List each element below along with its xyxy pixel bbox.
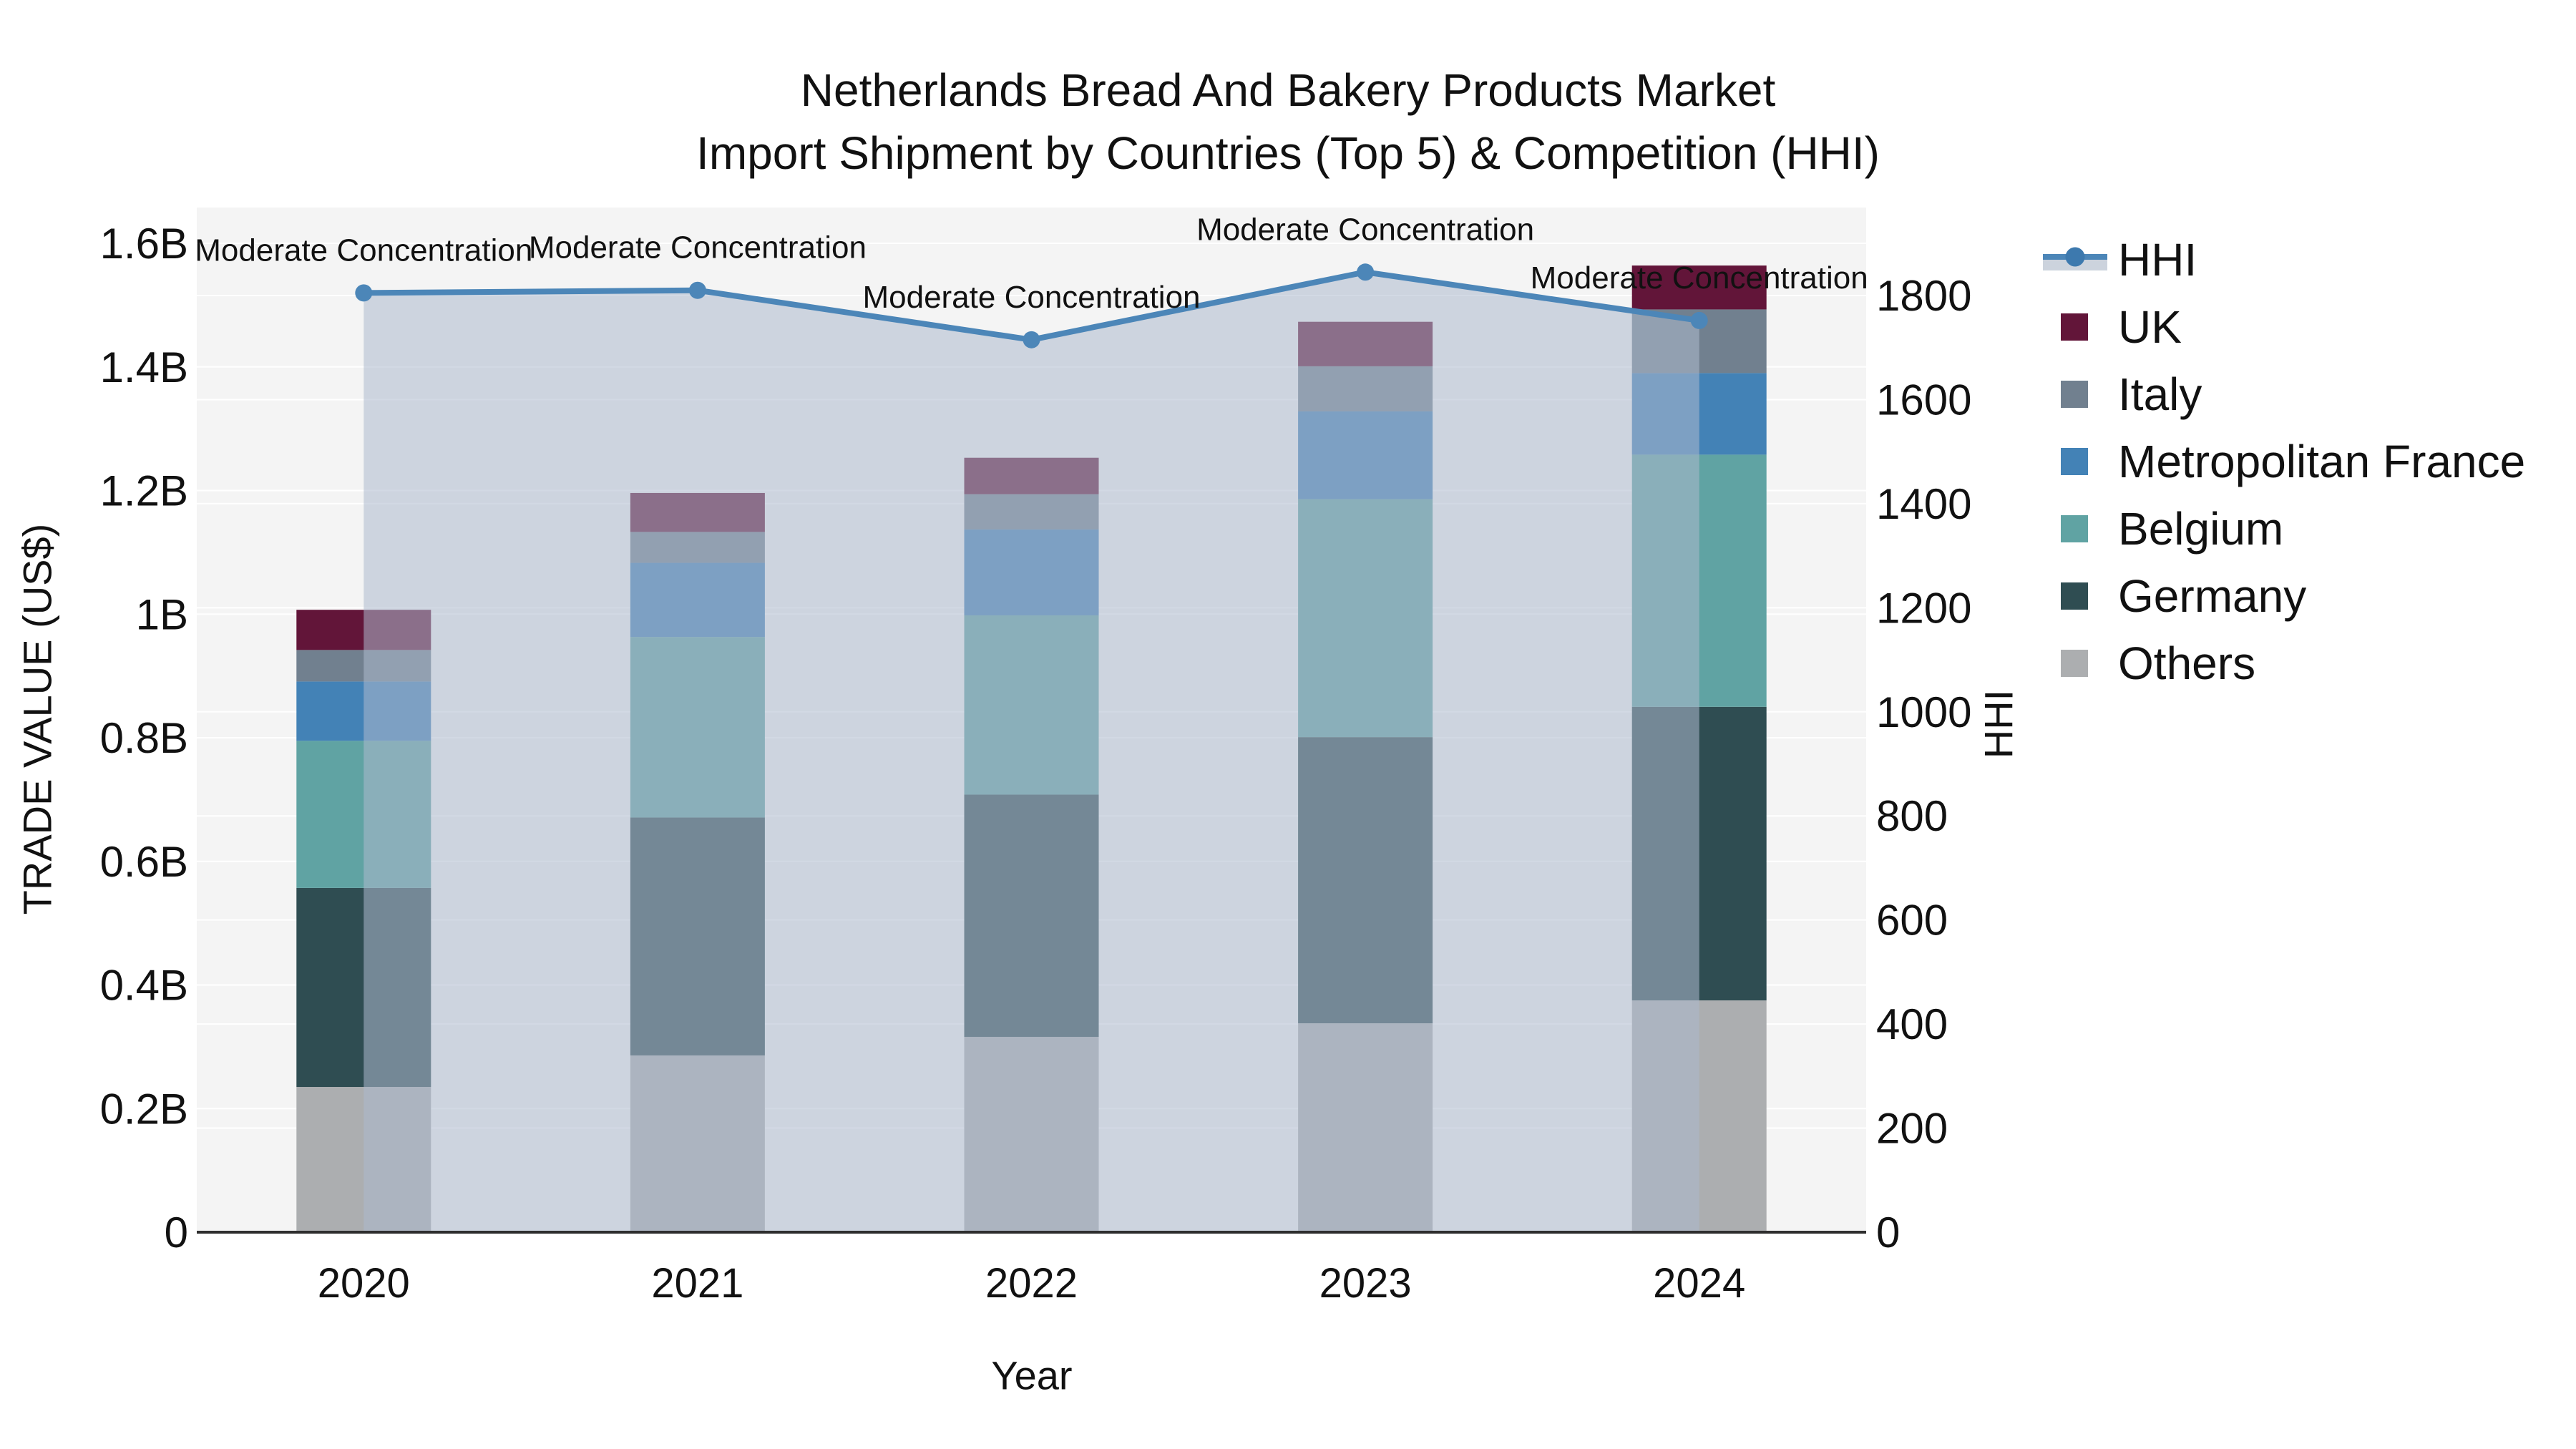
x-tick-2020: 2020 bbox=[318, 1260, 410, 1307]
y-right-tick: 1000 bbox=[1876, 688, 1971, 736]
y-right-tick: 600 bbox=[1876, 897, 1948, 945]
legend-swatch-germany bbox=[2061, 582, 2088, 610]
annotation-2021: Moderate Concentration bbox=[529, 230, 867, 265]
legend-item-metropolitan-france[interactable]: Metropolitan France bbox=[2043, 428, 2525, 495]
annotation-2024: Moderate Concentration bbox=[1531, 260, 1868, 296]
x-tick-2024: 2024 bbox=[1653, 1260, 1745, 1307]
x-tick-2023: 2023 bbox=[1319, 1260, 1412, 1307]
y-axis-title-right: HHI bbox=[1976, 689, 2021, 759]
legend-item-hhi[interactable]: HHI bbox=[2043, 226, 2525, 293]
x-tick-2022: 2022 bbox=[985, 1260, 1078, 1307]
legend-label: Italy bbox=[2118, 369, 2202, 420]
y-right-tick: 800 bbox=[1876, 792, 1948, 840]
legend-label: Germany bbox=[2118, 570, 2307, 622]
legend-label: HHI bbox=[2118, 234, 2197, 286]
y-right-tick: 1200 bbox=[1876, 584, 1971, 632]
legend: HHI UK Italy Metropolitan France Belgium Germ… bbox=[2043, 226, 2525, 697]
legend-label: UK bbox=[2118, 301, 2182, 353]
chart-title-line2: Import Shipment by Countries (Top 5) & C… bbox=[696, 127, 1880, 179]
legend-item-uk[interactable]: UK bbox=[2043, 293, 2525, 361]
y-left-tick: 0.2B bbox=[100, 1085, 188, 1133]
y-axis-title-left: TRADE VALUE (US$) bbox=[14, 523, 60, 915]
y-left-tick: 1B bbox=[136, 590, 188, 638]
annotation-2020: Moderate Concentration bbox=[195, 233, 532, 268]
y-left-tick: 0.8B bbox=[100, 714, 188, 762]
legend-item-others[interactable]: Others bbox=[2043, 630, 2525, 697]
legend-swatch-italy bbox=[2061, 381, 2088, 408]
y-right-tick: 200 bbox=[1876, 1105, 1948, 1153]
legend-swatch-uk bbox=[2061, 313, 2088, 341]
hhi-marker-2024[interactable] bbox=[1690, 311, 1708, 329]
y-left-tick: 1.2B bbox=[100, 467, 188, 515]
y-right-tick: 1800 bbox=[1876, 272, 1971, 320]
legend-label: Others bbox=[2118, 638, 2256, 689]
chart-title: Netherlands Bread And Bakery Products Ma… bbox=[0, 59, 2576, 185]
x-tick-2021: 2021 bbox=[651, 1260, 743, 1307]
hhi-marker-2021[interactable] bbox=[688, 281, 706, 299]
y-right-tick: 1400 bbox=[1876, 480, 1971, 528]
annotation-2022: Moderate Concentration bbox=[862, 280, 1200, 315]
legend-item-italy[interactable]: Italy bbox=[2043, 361, 2525, 428]
y-right-tick: 0 bbox=[1876, 1209, 1900, 1257]
y-left-tick: 1.4B bbox=[100, 343, 188, 391]
hhi-area-fill bbox=[364, 272, 1699, 1232]
hhi-marker-2023[interactable] bbox=[1357, 263, 1375, 281]
legend-label: Belgium bbox=[2118, 503, 2284, 555]
hhi-marker-2022[interactable] bbox=[1023, 331, 1040, 348]
legend-swatch-metropolitan-france bbox=[2061, 448, 2088, 475]
legend-swatch-belgium bbox=[2061, 515, 2088, 542]
chart-title-line1: Netherlands Bread And Bakery Products Ma… bbox=[800, 64, 1776, 116]
legend-item-belgium[interactable]: Belgium bbox=[2043, 495, 2525, 562]
y-right-tick: 400 bbox=[1876, 1000, 1948, 1048]
x-axis-title: Year bbox=[991, 1352, 1073, 1398]
y-left-tick: 0.6B bbox=[100, 838, 188, 886]
y-left-tick: 1.6B bbox=[100, 220, 188, 268]
y-right-tick: 1600 bbox=[1876, 376, 1971, 424]
legend-item-germany[interactable]: Germany bbox=[2043, 562, 2525, 630]
legend-swatch-others bbox=[2061, 650, 2088, 677]
bar-segment-uk-2024[interactable] bbox=[1631, 265, 1767, 310]
hhi-marker-2020[interactable] bbox=[355, 284, 373, 302]
legend-label: Metropolitan France bbox=[2118, 436, 2526, 487]
y-left-tick: 0 bbox=[165, 1209, 188, 1257]
y-left-tick: 0.4B bbox=[100, 962, 188, 1010]
annotation-2023: Moderate Concentration bbox=[1196, 212, 1534, 247]
legend-hhi-line-sample bbox=[2043, 244, 2107, 275]
